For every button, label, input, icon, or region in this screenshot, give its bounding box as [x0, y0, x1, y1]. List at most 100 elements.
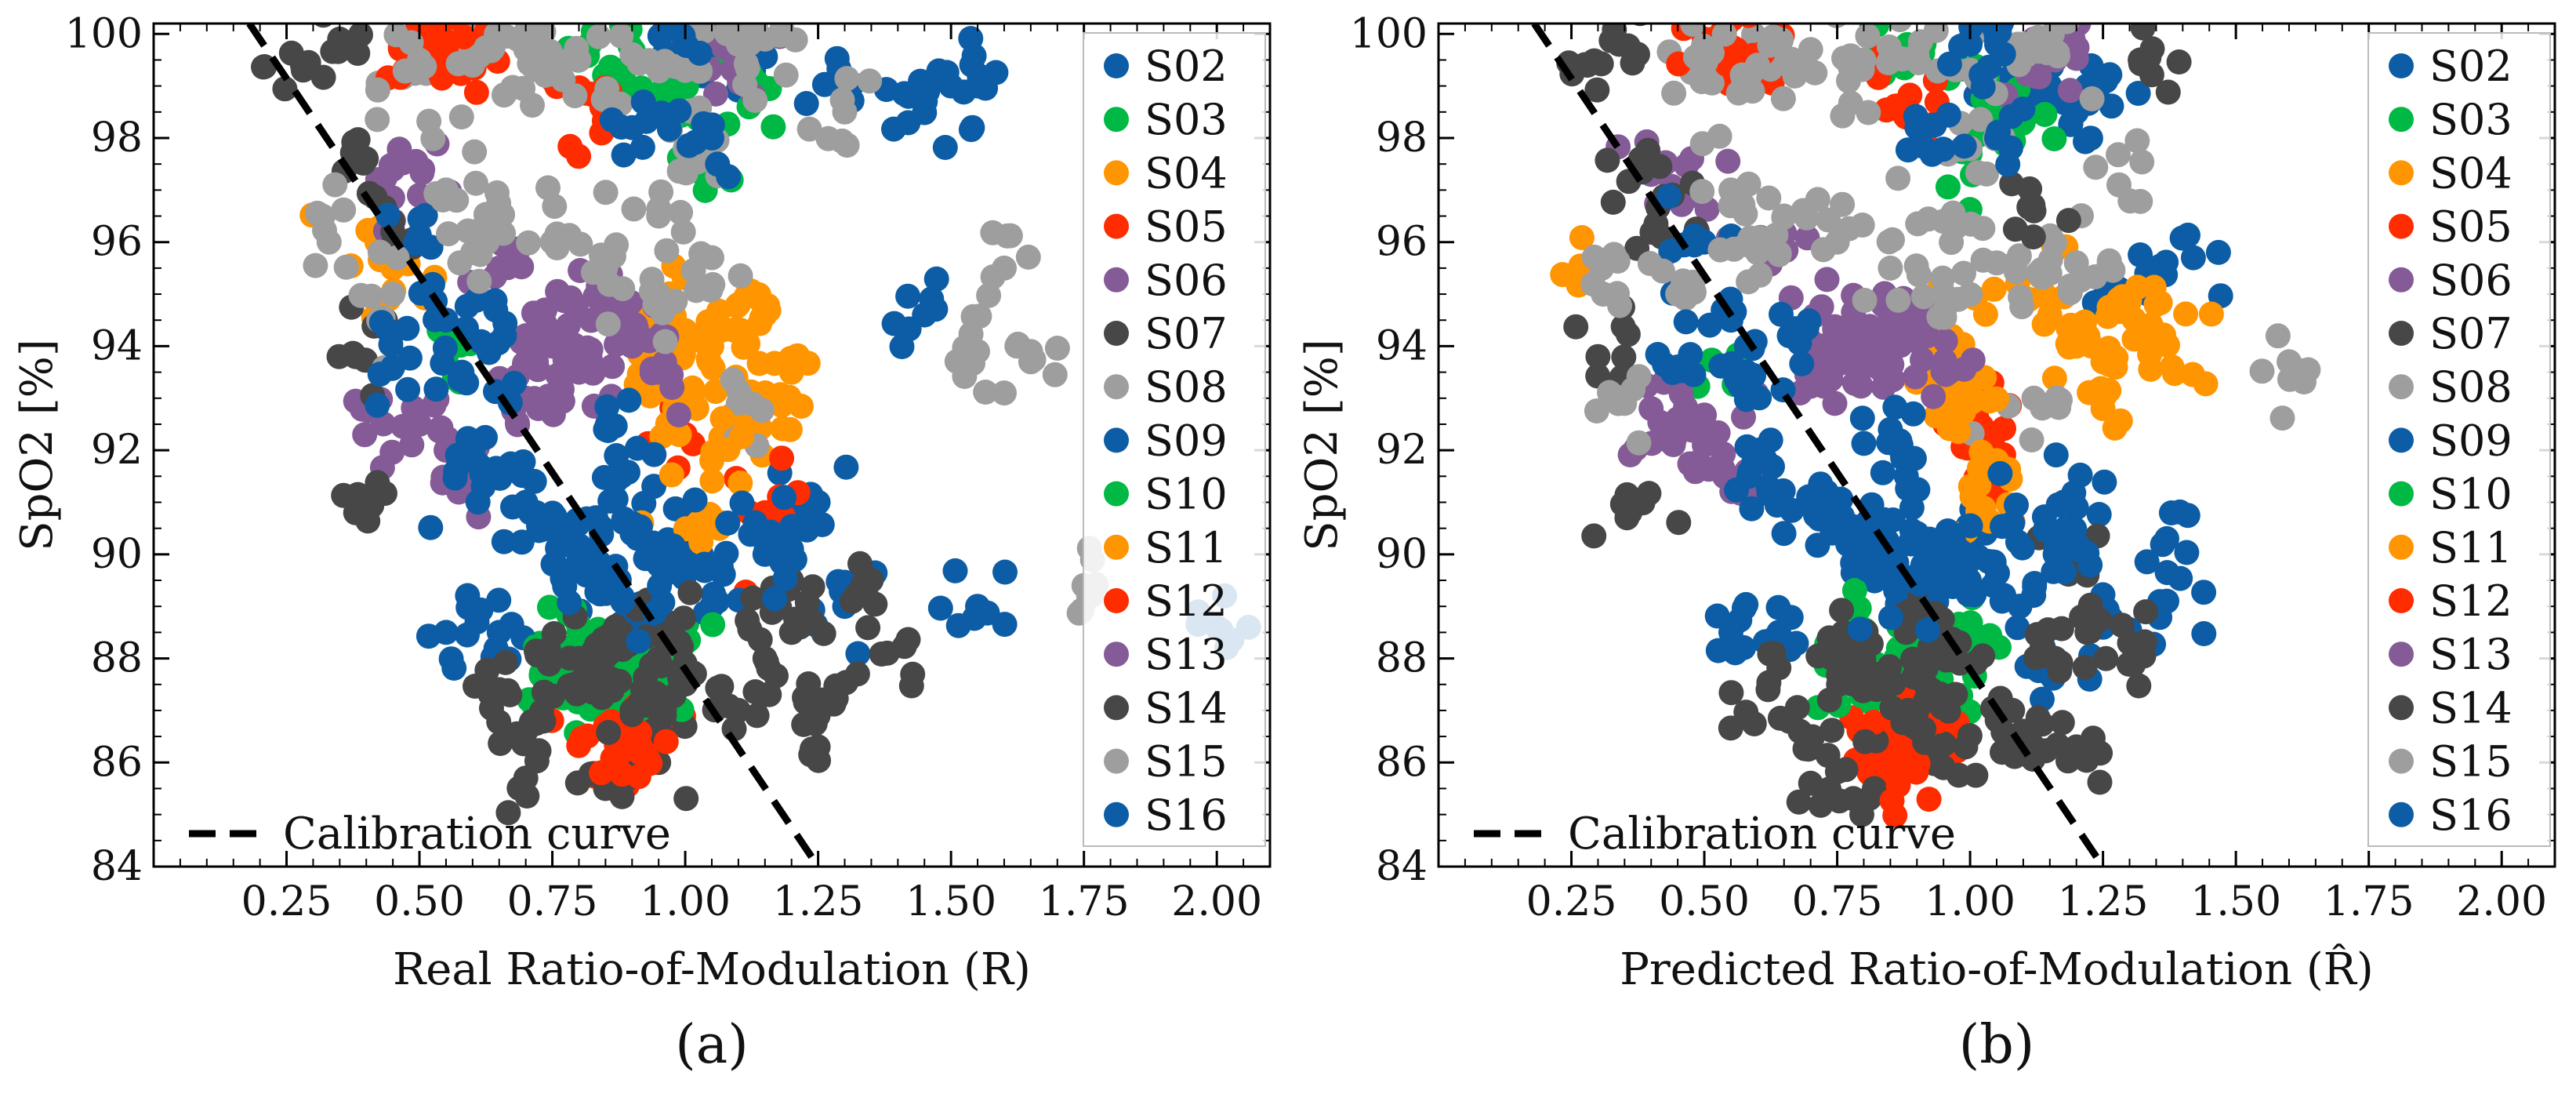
- x-tick-label: 1.25: [2058, 878, 2149, 925]
- legend-swatch-s11: [2389, 534, 2414, 560]
- y-axis-label: SpO2 [%]: [12, 339, 63, 551]
- scatter-point-s14: [1718, 680, 1744, 706]
- scatter-point-s08: [668, 199, 694, 225]
- legend-label-s10: S10: [2429, 470, 2513, 519]
- scatter-point-s14: [541, 621, 567, 646]
- scatter-point-s15: [463, 170, 488, 196]
- scatter-point-s02: [932, 135, 958, 160]
- legend-swatch-s09: [2389, 427, 2414, 453]
- scatter-point-s15: [1798, 37, 1823, 63]
- scatter-point-s04: [789, 394, 814, 419]
- scatter-point-s08: [1970, 247, 1996, 273]
- scatter-point-s02: [2067, 462, 2093, 488]
- scatter-point-s13: [1921, 383, 1947, 409]
- y-tick-label: 96: [91, 219, 143, 266]
- legend-swatch-s14: [1104, 695, 1129, 721]
- scatter-point-s15: [1650, 258, 1675, 284]
- scatter-point-s14: [1792, 736, 1818, 761]
- scatter-point-s02: [809, 512, 835, 537]
- scatter-point-s09: [376, 202, 401, 228]
- scatter-point-s09: [602, 464, 628, 490]
- x-tick-label: 0.25: [241, 878, 332, 925]
- scatter-point-s10: [1841, 578, 1867, 603]
- scatter-point-s15: [466, 268, 492, 294]
- scatter-point-s13: [604, 332, 629, 358]
- scatter-point-s16: [1986, 24, 2012, 45]
- x-tick-label: 1.00: [1925, 878, 2015, 925]
- scatter-point-s12: [431, 27, 457, 53]
- scatter-point-s07: [673, 786, 699, 812]
- scatter-point-s14: [510, 731, 536, 757]
- scatter-point-s15: [1794, 205, 1820, 231]
- legend-swatch-s13: [1104, 641, 1129, 667]
- legend-swatch-s16: [1104, 801, 1129, 827]
- scatter-point-s16: [625, 435, 650, 461]
- scatter-point-s07: [1647, 154, 1673, 180]
- scatter-point-s07: [1584, 77, 1610, 103]
- scatter-point-s14: [716, 693, 742, 719]
- scatter-point-s16: [376, 318, 401, 343]
- legend-swatch-s06: [2389, 267, 2414, 293]
- scatter-point-s15: [1733, 232, 1759, 257]
- scatter-point-s14: [844, 661, 870, 687]
- scatter-point-s15: [1810, 237, 1836, 263]
- scatter-point-s16: [1895, 137, 1921, 163]
- scatter-point-s14: [799, 736, 825, 762]
- scatter-point-s16: [670, 24, 696, 49]
- legend-swatch-s16: [2389, 801, 2414, 827]
- scatter-point-s02: [951, 79, 977, 105]
- scatter-point-s15: [1906, 262, 1932, 288]
- scatter-point-s14: [740, 585, 766, 611]
- scatter-point-s08: [2042, 230, 2067, 256]
- scatter-point-s14: [898, 673, 924, 699]
- x-tick-label: 1.75: [2324, 878, 2415, 925]
- scatter-point-s04: [795, 351, 821, 376]
- scatter-point-s07: [495, 800, 521, 826]
- scatter-point-s14: [2025, 705, 2051, 731]
- scatter-point-s09: [1895, 476, 1921, 502]
- scatter-point-s14: [2133, 599, 2159, 625]
- scatter-point-s02: [992, 612, 1018, 638]
- calibration-legend-label: Calibration curve: [283, 809, 671, 860]
- scatter-point-s13: [666, 402, 691, 427]
- scatter-point-s16: [715, 511, 741, 536]
- legend-label-s12: S12: [2429, 576, 2513, 626]
- y-tick-label: 96: [1376, 219, 1428, 266]
- legend-swatch-s11: [1104, 534, 1129, 560]
- scatter-point-s12: [609, 761, 635, 787]
- scatter-point-s14: [2087, 769, 2113, 795]
- scatter-point-s16: [367, 362, 393, 387]
- scatter-point-s16: [772, 565, 798, 591]
- legend-label-s09: S09: [2429, 416, 2513, 465]
- scatter-point-s15: [1711, 24, 1737, 47]
- scatter-point-s12: [1883, 751, 1909, 776]
- scatter-point-s14: [756, 681, 782, 707]
- legend-label-s04: S04: [1145, 148, 1228, 198]
- scatter-point-s02: [824, 45, 850, 71]
- scatter-point-s09: [2022, 574, 2048, 599]
- scatter-point-s16: [584, 579, 610, 605]
- scatter-point-s11: [1977, 388, 2003, 414]
- legend-swatch-s15: [1104, 748, 1129, 774]
- scatter-point-s04: [1972, 301, 1998, 327]
- scatter-point-s02: [2134, 549, 2160, 575]
- scatter-point-s02: [2205, 239, 2231, 265]
- calibration-legend-label: Calibration curve: [1568, 809, 1956, 860]
- scatter-point-s03: [760, 114, 786, 140]
- scatter-point-s13: [517, 333, 543, 358]
- scatter-point-s08: [520, 93, 545, 118]
- scatter-point-s11: [1959, 389, 1985, 415]
- scatter-point-s15: [430, 187, 455, 213]
- scatter-point-s10: [1957, 610, 1983, 636]
- scatter-point-s02: [2058, 111, 2084, 136]
- scatter-point-s08: [365, 107, 390, 133]
- scatter-point-s08: [2249, 358, 2275, 384]
- scatter-point-s16: [1903, 104, 1928, 129]
- scatter-point-s07: [345, 482, 371, 507]
- scatter-point-s14: [540, 683, 566, 709]
- scatter-point-s16: [415, 623, 441, 649]
- scatter-point-s06: [1658, 430, 1684, 455]
- legend-swatch-s09: [1104, 427, 1129, 453]
- legend-swatch-s08: [2389, 374, 2414, 400]
- legend-swatch-s07: [1104, 321, 1129, 346]
